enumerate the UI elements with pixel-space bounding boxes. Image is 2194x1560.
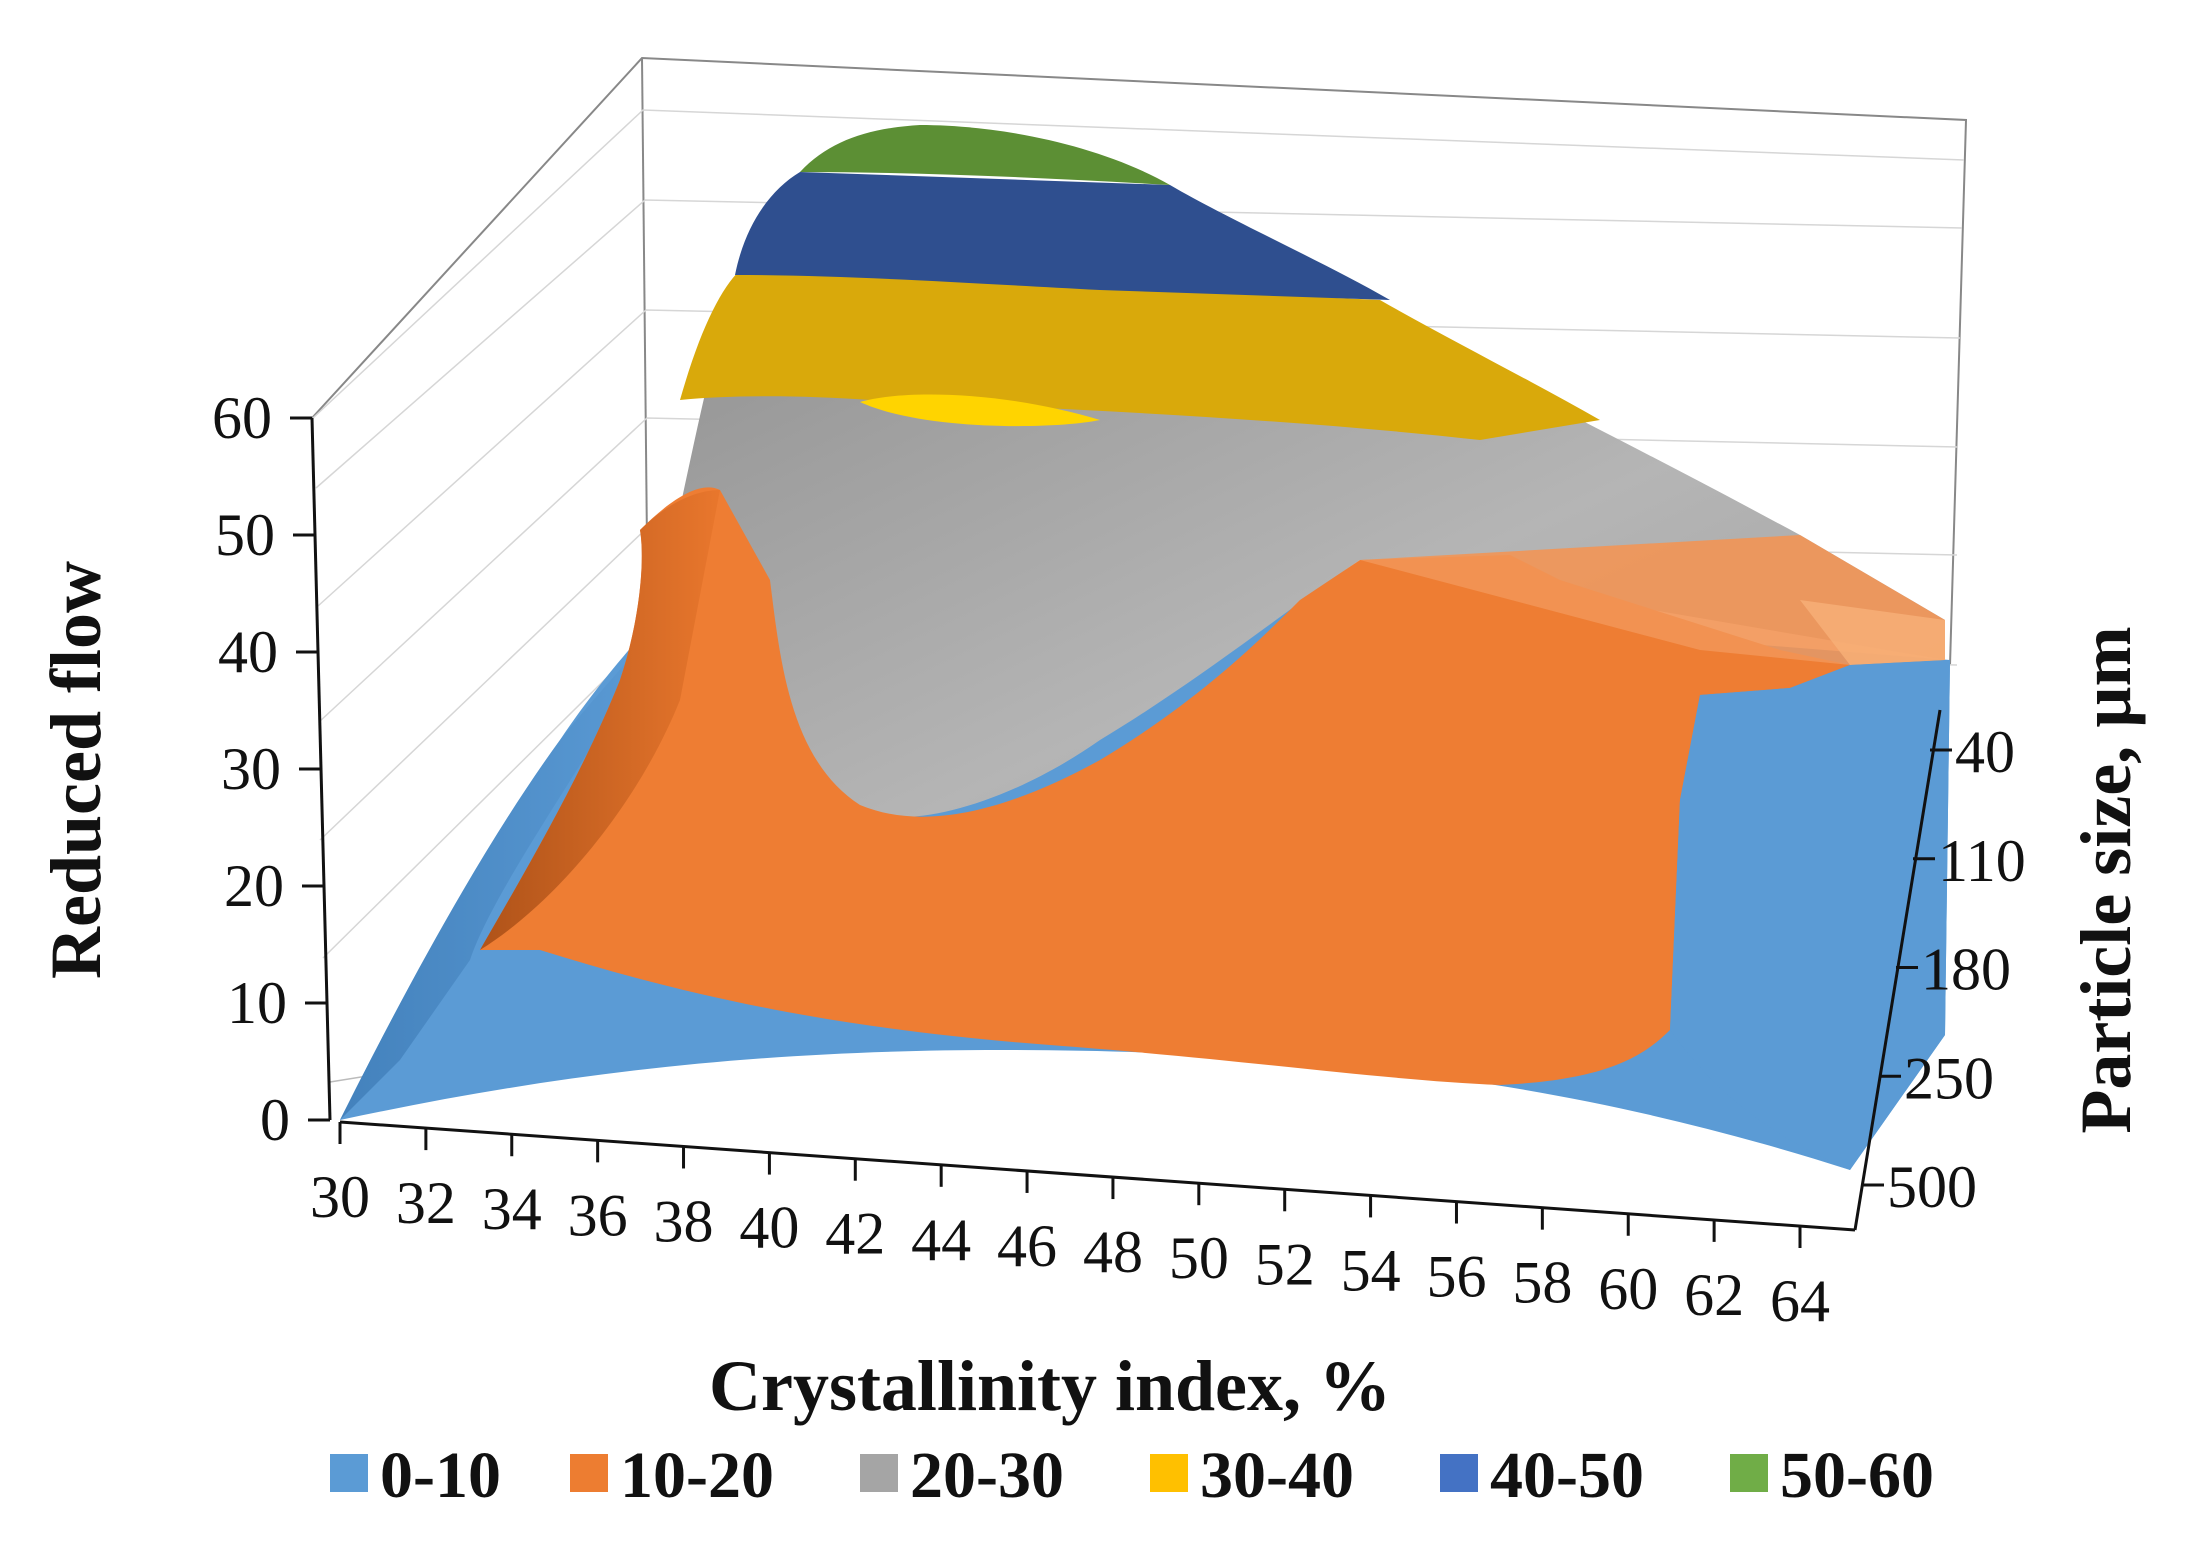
surface-plot [340,125,1950,1170]
x-tick-label: 36 [568,1182,628,1248]
y-tick-label: 500 [1887,1154,1977,1220]
x-tick-label: 42 [825,1201,885,1267]
y-axis-title: Particle size, µm [2066,626,2146,1133]
surface-band-50-60 [800,125,1170,185]
z-axis-title: Reduced flow [36,561,116,979]
legend-swatch [330,1454,368,1492]
x-tick-label: 50 [1169,1225,1229,1291]
y-axis-line [1853,709,1942,1231]
x-tick-label: 58 [1512,1250,1572,1316]
legend-label: 0-10 [380,1439,501,1512]
legend-label: 20-30 [910,1439,1064,1512]
x-tick-label: 56 [1426,1244,1486,1310]
x-axis-title: Crystallinity index, % [709,1346,1391,1426]
x-tick-label: 30 [310,1164,370,1230]
surface-band-40-50 [735,172,1390,300]
z-tick-label: 0 [260,1087,290,1153]
z-tick-label: 30 [221,736,281,802]
x-tick-label: 46 [997,1213,1057,1279]
x-tick-label: 52 [1255,1231,1315,1297]
y-tick-label: 110 [1938,828,2026,894]
z-axis-ticks: 0 10 20 30 40 50 60 [212,385,330,1153]
x-tick-label: 44 [911,1207,971,1273]
x-tick-label: 32 [396,1170,456,1236]
x-axis-ticks: 30 32 34 36 38 40 42 44 46 48 50 52 54 56 58 60 62 64 [310,1122,1830,1334]
legend-label: 30-40 [1200,1439,1354,1512]
legend-swatch [1730,1454,1768,1492]
y-axis-ticks: 40 110 180 250 500 [1862,719,2026,1220]
z-tick-label: 10 [227,970,287,1036]
x-tick-label: 60 [1598,1256,1658,1322]
x-tick-label: 64 [1770,1268,1830,1334]
z-tick-label: 40 [218,619,278,685]
legend-swatch [1150,1454,1188,1492]
legend-label: 40-50 [1490,1439,1644,1512]
x-tick-label: 38 [654,1188,714,1254]
z-tick-label: 20 [224,853,284,919]
x-tick-label: 34 [482,1176,542,1242]
legend-swatch [860,1454,898,1492]
x-tick-label: 40 [739,1195,799,1261]
surface-band-10-20 [480,487,1850,1086]
legend-label: 50-60 [1780,1439,1934,1512]
x-axis-line [339,1120,1856,1232]
y-tick-label: 180 [1921,937,2011,1003]
legend-swatch [1440,1454,1478,1492]
legend: 0-10 10-20 20-30 30-40 40-50 50-60 [330,1439,1934,1512]
x-tick-label: 62 [1684,1262,1744,1328]
z-tick-label: 60 [212,385,272,451]
y-tick-label: 40 [1955,719,2015,785]
legend-swatch [570,1454,608,1492]
x-tick-label: 54 [1341,1237,1401,1303]
z-tick-label: 50 [215,502,275,568]
x-tick-label: 48 [1083,1219,1143,1285]
y-tick-label: 250 [1904,1045,1994,1111]
legend-label: 10-20 [620,1439,774,1512]
